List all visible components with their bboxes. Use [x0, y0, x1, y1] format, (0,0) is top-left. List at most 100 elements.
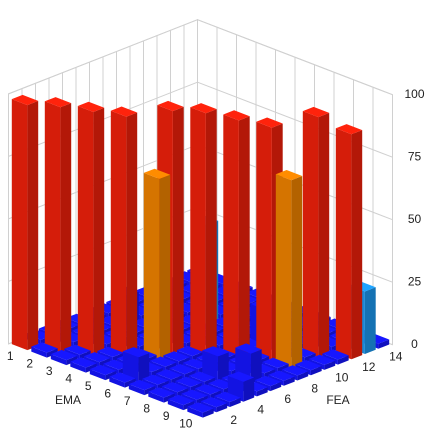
z-tick-label: 25 — [408, 274, 422, 288]
z-tick-label: 100 — [404, 87, 424, 101]
bar-face-left — [46, 348, 58, 358]
bar — [187, 402, 214, 418]
bar-face-left — [165, 362, 177, 372]
y-tick-label: 14 — [389, 350, 403, 364]
x-tick-label: 4 — [65, 371, 72, 385]
grid-line — [197, 19, 393, 96]
bar — [44, 97, 72, 353]
bar-face-right — [190, 107, 206, 356]
x-tick-label: 3 — [46, 364, 53, 378]
bar-face-left — [151, 367, 163, 377]
bar-face-left — [310, 366, 322, 376]
bar — [128, 379, 156, 396]
bar-top — [176, 345, 204, 357]
bar-face-right — [256, 121, 272, 361]
bar-face-left — [105, 370, 117, 381]
bar-face-left — [85, 363, 97, 373]
bar-top — [302, 106, 330, 118]
x-tick-label: 8 — [143, 401, 150, 415]
x-tick-label: 2 — [26, 356, 33, 370]
bar-face-left — [126, 112, 138, 357]
bar-top — [83, 352, 111, 363]
bar-top — [181, 389, 208, 400]
bar-face-left — [256, 387, 268, 397]
bar-top — [275, 170, 303, 181]
bar-face-right — [11, 99, 28, 351]
bar-face-left — [270, 381, 282, 392]
x-tick-label: 6 — [104, 386, 111, 400]
grid-line — [8, 19, 198, 95]
bar-face-left — [277, 363, 289, 373]
y-tick-label: 10 — [335, 371, 349, 385]
bar-face-left — [297, 371, 309, 381]
x-tick-label: 5 — [85, 379, 92, 393]
bar-top — [70, 357, 97, 368]
bar-face-left — [177, 388, 189, 398]
bar-top — [143, 168, 171, 179]
bar-face-left — [250, 349, 262, 384]
bar-face-left — [66, 355, 78, 366]
bar-top — [262, 357, 289, 368]
bar-top — [268, 370, 295, 381]
bar — [148, 387, 175, 403]
bar-face-right — [77, 106, 94, 355]
bar — [110, 106, 138, 357]
bar-face-right — [109, 376, 125, 388]
x-tick-label: 9 — [163, 409, 170, 423]
bar-face-left — [238, 116, 250, 358]
x-tick-label: 10 — [179, 416, 193, 430]
bar-face-left — [283, 376, 295, 386]
bar-top — [223, 110, 250, 121]
bar-top — [161, 382, 189, 393]
y-tick-label: 4 — [257, 403, 264, 417]
bar-top — [194, 384, 222, 395]
bar-face-left — [304, 353, 316, 363]
bar-top — [227, 371, 255, 382]
bar-top — [97, 346, 124, 357]
y-tick-label: 6 — [284, 392, 291, 406]
bar-top — [169, 364, 196, 375]
bar-top — [322, 349, 349, 360]
bar — [11, 94, 39, 351]
bar-face-left — [337, 355, 349, 365]
bar-top — [122, 347, 150, 358]
bar-face-right — [302, 111, 319, 358]
bar-face-left — [79, 350, 91, 360]
bar-face-right — [70, 361, 86, 373]
bar-face-right — [143, 172, 160, 359]
bar-face-right — [335, 128, 352, 360]
bar-top — [110, 106, 138, 117]
bar-face-left — [196, 395, 208, 405]
bar — [143, 168, 171, 359]
z-tick-label: 50 — [408, 212, 422, 226]
bar-face-right — [187, 406, 203, 418]
bar-top — [335, 124, 363, 135]
bar-top — [254, 375, 282, 387]
bar-face-right — [31, 346, 47, 358]
bar — [122, 347, 150, 383]
bar-face-left — [229, 397, 241, 407]
bar-top — [148, 387, 175, 398]
bar-face-left — [93, 107, 105, 355]
bar-top — [89, 364, 117, 376]
bar-top — [175, 376, 202, 387]
bar — [335, 124, 363, 360]
bar-top — [214, 391, 241, 402]
bar-face-right — [148, 391, 164, 403]
bar-face-left — [264, 369, 276, 379]
x-axis-label: EMA — [55, 393, 81, 407]
bar-face-right — [202, 350, 218, 382]
bar-face-left — [364, 287, 376, 354]
bar-face-right — [167, 399, 184, 411]
z-tick-label: 0 — [411, 337, 418, 351]
bar-face-left — [291, 176, 303, 368]
bar-face-right — [89, 369, 106, 381]
bar-face-left — [210, 390, 222, 400]
bar-top — [50, 349, 78, 361]
bar-face-left — [144, 385, 156, 396]
y-tick-label: 12 — [362, 360, 376, 374]
bar-face-left — [27, 100, 39, 351]
y-axis-label: FEA — [326, 393, 349, 407]
